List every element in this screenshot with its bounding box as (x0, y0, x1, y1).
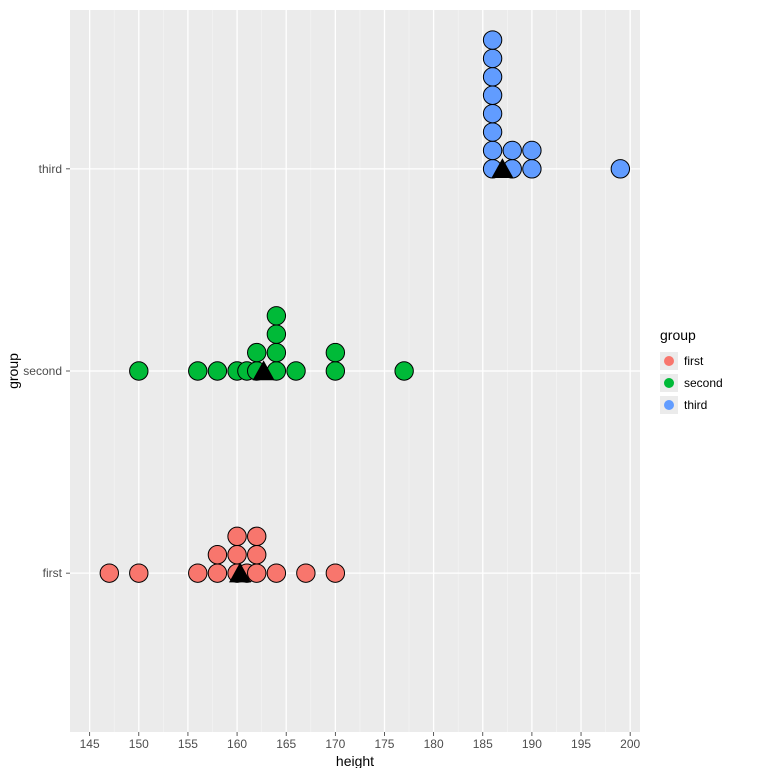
data-point (189, 362, 207, 380)
data-point (483, 68, 501, 86)
legend: group first second third (660, 327, 723, 414)
x-tick-label: 145 (80, 737, 100, 751)
y-axis-title: group (5, 353, 21, 389)
legend-swatch-icon (664, 378, 674, 388)
y-tick-label: first (43, 566, 63, 580)
legend-label: first (684, 354, 704, 368)
data-point (208, 564, 226, 582)
data-point (611, 160, 629, 178)
x-tick-label: 175 (374, 737, 394, 751)
data-point (395, 362, 413, 380)
legend-swatch-icon (664, 400, 674, 410)
data-point (189, 564, 207, 582)
data-point (248, 343, 266, 361)
y-tick-label: third (39, 162, 62, 176)
x-tick-label: 155 (178, 737, 198, 751)
x-tick-label: 150 (129, 737, 149, 751)
x-tick-label: 195 (571, 737, 591, 751)
x-tick-label: 185 (473, 737, 493, 751)
dotplot-chart: 145 150 155 160 165 170 175 180 185 190 195 200 firs… (0, 0, 768, 768)
data-point (100, 564, 118, 582)
data-point (267, 325, 285, 343)
data-point (483, 31, 501, 49)
data-point (483, 141, 501, 159)
x-tick-label: 180 (424, 737, 444, 751)
y-tick-label: second (23, 364, 62, 378)
data-point (130, 564, 148, 582)
x-tick-label: 170 (325, 737, 345, 751)
data-point (523, 141, 541, 159)
legend-label: second (684, 376, 723, 390)
data-point (248, 527, 266, 545)
legend-label: third (684, 398, 707, 412)
x-tick-label: 165 (276, 737, 296, 751)
chart-container: 145 150 155 160 165 170 175 180 185 190 195 200 firs… (0, 0, 768, 768)
data-point (267, 343, 285, 361)
data-point (483, 49, 501, 67)
data-point (228, 546, 246, 564)
data-point (287, 362, 305, 380)
data-point (326, 343, 344, 361)
data-point (267, 307, 285, 325)
data-point (267, 564, 285, 582)
data-point (326, 564, 344, 582)
data-point (228, 527, 246, 545)
x-axis-title: height (336, 753, 374, 768)
data-point (326, 362, 344, 380)
data-point (130, 362, 148, 380)
data-point (523, 160, 541, 178)
data-point (503, 141, 521, 159)
data-point (248, 564, 266, 582)
data-point (208, 546, 226, 564)
data-point (483, 104, 501, 122)
data-point (248, 546, 266, 564)
legend-title: group (660, 327, 696, 343)
x-tick-label: 190 (522, 737, 542, 751)
legend-swatch-icon (664, 356, 674, 366)
data-point (297, 564, 315, 582)
data-point (208, 362, 226, 380)
data-point (483, 86, 501, 104)
x-tick-label: 200 (620, 737, 640, 751)
x-tick-label: 160 (227, 737, 247, 751)
data-point (483, 123, 501, 141)
